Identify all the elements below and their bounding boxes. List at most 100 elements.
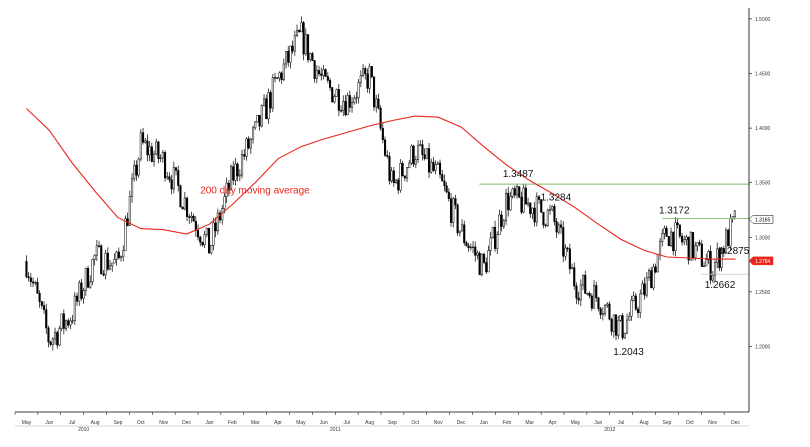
candle	[163, 150, 167, 182]
candle	[573, 262, 576, 290]
x-tick-label: Feb	[228, 420, 237, 426]
candle	[324, 68, 327, 77]
candle	[27, 271, 30, 282]
candle	[419, 140, 422, 147]
candle	[232, 160, 235, 185]
candle	[597, 297, 600, 312]
price-annotation: 1.3172	[659, 206, 690, 217]
candle	[727, 228, 730, 247]
candle	[185, 196, 189, 222]
candle	[353, 95, 356, 105]
candle	[40, 300, 43, 309]
candle	[364, 66, 367, 80]
candle	[705, 253, 708, 267]
x-tick-label: May	[571, 420, 581, 426]
candle	[60, 313, 63, 332]
candle	[375, 94, 378, 113]
x-tick-label: Nov	[434, 420, 443, 426]
candle	[641, 280, 644, 295]
candle	[291, 40, 294, 54]
x-tick-label: Nov	[708, 420, 717, 426]
candle	[229, 164, 233, 191]
candle	[643, 277, 646, 300]
candle	[188, 213, 191, 225]
candle	[403, 175, 406, 182]
candle	[722, 245, 725, 257]
candle	[194, 215, 197, 237]
x-tick-label: Mar	[525, 420, 534, 426]
candle	[381, 123, 384, 144]
candle	[630, 295, 633, 321]
candle	[315, 65, 318, 84]
candle	[410, 144, 413, 166]
price-annotation: 1.2043	[613, 347, 644, 358]
candle	[665, 225, 668, 237]
candle	[390, 167, 393, 183]
candle	[115, 250, 118, 266]
candle	[577, 291, 580, 305]
candle	[698, 239, 701, 247]
candle	[302, 20, 305, 61]
candle	[199, 235, 202, 247]
candle	[478, 251, 481, 276]
candle	[661, 228, 664, 247]
candle	[432, 157, 435, 172]
candle	[617, 315, 620, 340]
candle	[553, 203, 556, 226]
y-tick-label: 1.4000	[755, 126, 771, 132]
candle	[678, 224, 681, 239]
candle	[273, 72, 277, 83]
candle	[709, 245, 712, 285]
candle	[102, 269, 105, 277]
candle	[540, 199, 543, 214]
candle	[269, 90, 272, 113]
candle	[496, 231, 499, 255]
candle	[47, 325, 50, 348]
y-tick-label: 1.5000	[755, 17, 771, 23]
candle	[53, 327, 57, 345]
candle	[258, 115, 261, 131]
candle	[515, 183, 519, 199]
candle	[36, 277, 39, 294]
candle	[64, 319, 68, 332]
candle	[493, 220, 497, 252]
candle	[529, 202, 532, 218]
candle	[669, 227, 673, 248]
candle	[581, 274, 585, 290]
candle	[394, 178, 398, 185]
x-tick-label: Jul	[343, 420, 349, 426]
candle	[144, 138, 147, 144]
candle	[566, 246, 569, 252]
candle	[700, 239, 703, 268]
svg-text:1.2784: 1.2784	[755, 259, 771, 265]
candle	[601, 307, 604, 321]
candle	[31, 277, 35, 288]
candle	[157, 140, 160, 164]
candle	[614, 314, 618, 341]
candle	[51, 337, 54, 351]
candle	[212, 217, 215, 251]
candle	[49, 340, 52, 347]
candle	[711, 271, 714, 283]
x-tick-label: Apr	[274, 420, 282, 426]
candle	[639, 289, 642, 319]
candle	[392, 167, 395, 187]
x-tick-label: Oct	[411, 420, 419, 426]
candle	[278, 71, 281, 82]
candle	[533, 202, 536, 227]
x-tick-label: Jun	[320, 420, 328, 426]
candle	[190, 211, 193, 223]
candle	[159, 154, 162, 163]
candle	[93, 254, 96, 266]
candle	[293, 30, 296, 56]
candle	[146, 134, 149, 162]
candle	[62, 309, 65, 335]
candle	[192, 213, 195, 222]
candle	[80, 278, 83, 301]
candle	[623, 332, 626, 339]
candle	[414, 155, 417, 169]
candle	[265, 94, 268, 120]
candle	[139, 129, 142, 162]
candle	[284, 51, 288, 69]
candle	[130, 173, 134, 203]
